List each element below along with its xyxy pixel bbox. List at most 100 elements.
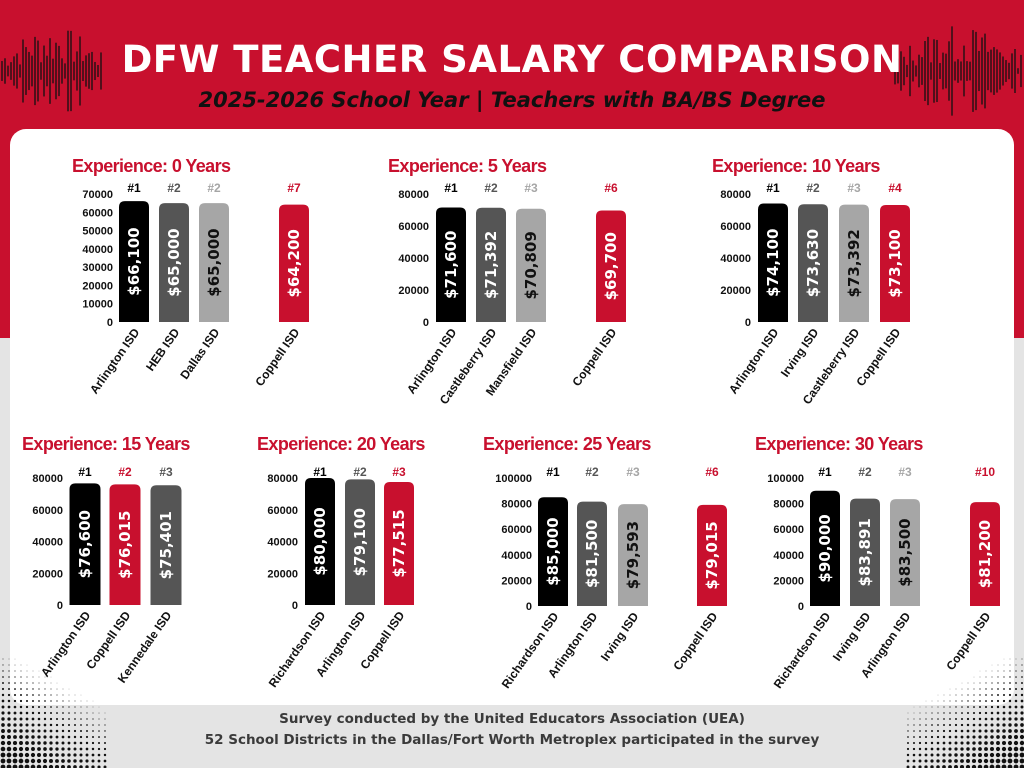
bar-value-label: $64,200 [285,229,303,297]
category-label: Richardson ISD [771,609,834,690]
bar-value-label: $81,200 [976,520,994,588]
y-tick-label: 0 [526,601,532,613]
chart-experience-4: Experience: 20 Years 0 20000 40000 60000 8000… [257,434,426,690]
rank-label: #4 [888,181,902,195]
rank-label: #3 [898,465,912,479]
y-tick-label: 0 [745,317,751,329]
bar-value-label: $79,015 [703,521,721,589]
bar-value-label: $73,392 [845,229,863,297]
category-label: Irving ISD [598,609,642,663]
y-tick-label: 40000 [267,537,298,549]
chart-experience-6: Experience: 30 Years 0 20000 40000 60000 8000… [755,434,1000,691]
rank-label: #3 [847,181,861,195]
y-tick-label: 0 [798,601,804,613]
y-tick-label: 20000 [773,575,804,587]
y-tick-label: 60000 [720,221,751,233]
rank-label: #3 [392,465,406,479]
bar-value-label: $85,000 [544,517,562,585]
y-tick-label: 20000 [267,568,298,580]
bar-value-label: $79,593 [624,521,642,589]
rank-label: #1 [127,181,141,195]
y-tick-label: 0 [107,317,113,329]
footer-line-survey: Survey conducted by the United Educators… [279,711,745,727]
category-label: Irving ISD [778,325,822,379]
chart-title: Experience: 5 Years [388,156,547,176]
bar-value-label: $65,000 [205,228,223,296]
chart-title: Experience: 25 Years [483,434,651,454]
category-label: Coppell ISD [670,609,720,672]
y-tick-label: 30000 [82,262,113,274]
rank-label: #2 [167,181,181,195]
category-label: Coppell ISD [569,325,619,388]
y-tick-label: 100000 [495,473,532,485]
y-tick-label: 60000 [773,524,804,536]
rank-label: #2 [353,465,367,479]
rank-label: #1 [313,465,327,479]
category-label: Arlington ISD [38,608,94,679]
rank-label: #1 [444,181,458,195]
y-tick-label: 60000 [398,221,429,233]
bar-value-label: $76,600 [76,510,94,578]
bar [890,499,920,606]
y-tick-label: 20000 [720,285,751,297]
bar-value-label: $83,891 [856,518,874,586]
y-tick-label: 50000 [82,226,113,238]
y-tick-label: 70000 [82,189,113,201]
category-label: Richardson ISD [266,608,329,689]
rank-label: #1 [546,465,560,479]
footer-line-participants: 52 School Districts in the Dallas/Fort W… [204,732,820,748]
y-tick-label: 0 [292,600,298,612]
halftone-dots-decoration-left [0,658,107,768]
bar [839,204,869,322]
y-tick-label: 20000 [82,280,113,292]
bar [159,203,189,322]
y-tick-label: 20000 [32,568,63,580]
bar [436,207,466,322]
chart-title: Experience: 20 Years [257,434,425,454]
y-tick-label: 60000 [267,505,298,517]
y-tick-label: 80000 [773,499,804,511]
sound-wave-decoration-right [894,26,1022,116]
y-tick-label: 40000 [501,550,532,562]
bar-value-label: $77,515 [390,509,408,577]
bar-value-label: $73,630 [804,229,822,297]
bar [345,479,375,605]
category-label: Irving ISD [830,609,874,663]
y-tick-label: 60000 [32,505,63,517]
y-tick-label: 20000 [398,285,429,297]
rank-label: #3 [159,465,173,479]
bar-value-label: $75,401 [157,511,175,579]
category-label: Arlington ISD [87,325,143,396]
bar-value-label: $73,100 [886,229,904,297]
y-tick-label: 80000 [398,189,429,201]
category-label: Dallas ISD [177,325,222,381]
bar [69,483,101,605]
bar-value-label: $74,100 [764,229,782,297]
bar [697,504,727,606]
page-title: DFW TEACHER SALARY COMPARISON [121,38,903,81]
rank-label: #2 [118,465,132,479]
footer-note: Survey conducted by the United Educators… [0,709,1024,751]
y-tick-label: 40000 [398,253,429,265]
bar [810,490,840,606]
category-label: Coppell ISD [252,325,302,388]
y-tick-label: 60000 [82,207,113,219]
bar-value-label: $65,000 [165,228,183,296]
bar-value-label: $70,809 [522,231,540,299]
bar [880,205,910,322]
halftone-dots-decoration-right [906,658,1024,768]
bar [305,478,335,605]
bar [199,203,229,322]
y-tick-label: 0 [57,600,63,612]
bar [109,484,141,605]
bar-value-label: $80,000 [311,507,329,575]
rank-label: #1 [78,465,92,479]
category-label: HEB ISD [143,325,183,373]
y-tick-label: 60000 [501,524,532,536]
y-tick-label: 80000 [501,499,532,511]
bar-value-label: $81,500 [583,520,601,588]
rank-label: #2 [207,181,221,195]
category-label: Arlington ISD [726,325,782,396]
y-tick-label: 40000 [720,253,751,265]
